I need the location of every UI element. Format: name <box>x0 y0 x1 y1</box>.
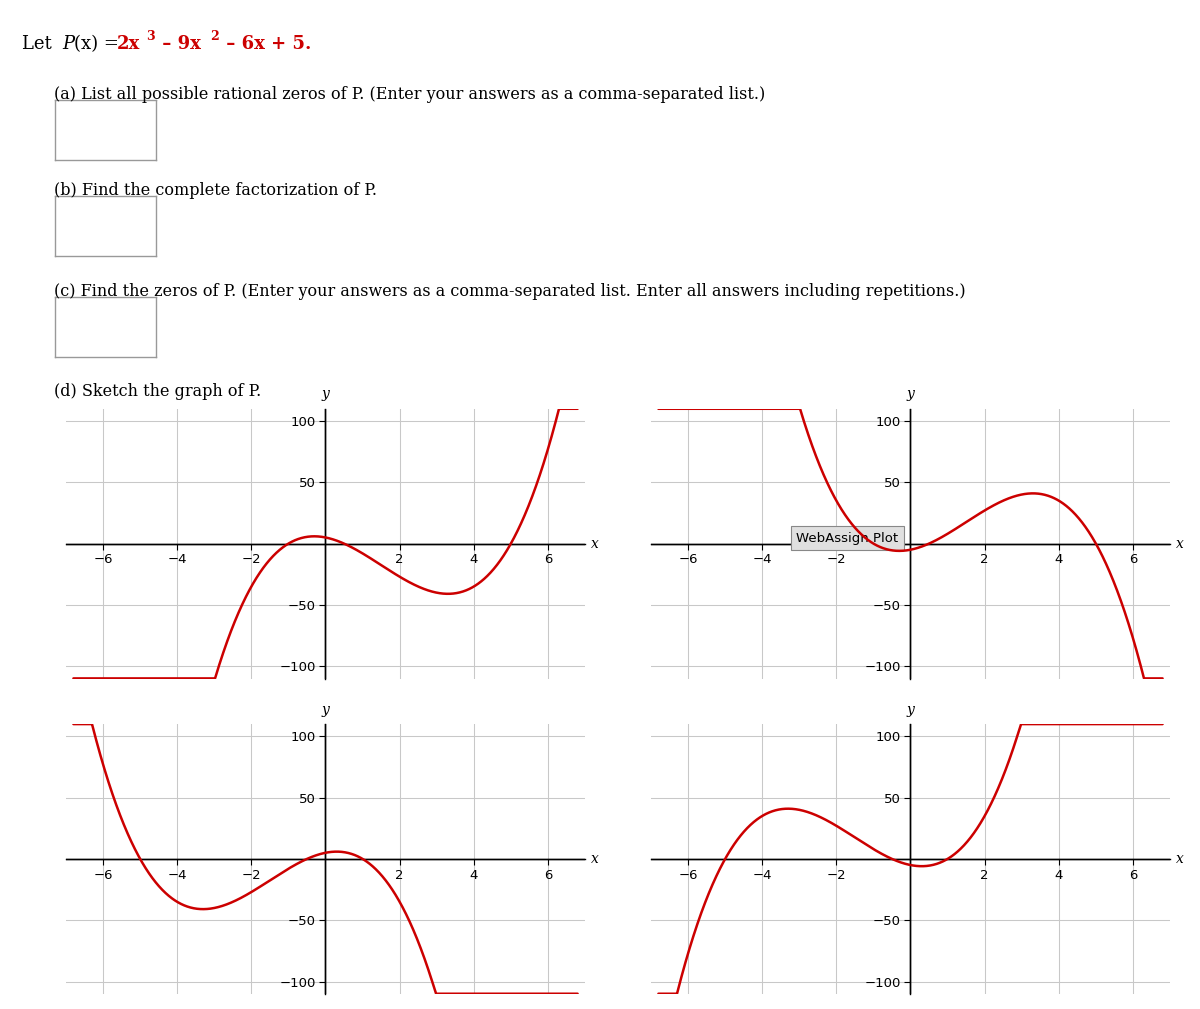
Text: (a) List all possible rational zeros of P. (Enter your answers as a comma-separa: (a) List all possible rational zeros of … <box>54 86 766 103</box>
Text: – 6x + 5.: – 6x + 5. <box>220 35 311 53</box>
Text: y: y <box>322 702 330 716</box>
Text: y: y <box>322 387 330 402</box>
Text: (d) Sketch the graph of P.: (d) Sketch the graph of P. <box>54 383 262 401</box>
Text: (x) =: (x) = <box>74 35 119 53</box>
Text: x: x <box>590 852 599 866</box>
Text: – 9x: – 9x <box>156 35 200 53</box>
Text: x: x <box>1176 852 1183 866</box>
Text: y: y <box>906 702 914 716</box>
Text: x: x <box>590 537 599 551</box>
Text: 3: 3 <box>146 30 155 43</box>
Text: WebAssign Plot: WebAssign Plot <box>797 532 899 545</box>
Text: Let: Let <box>22 35 62 53</box>
Text: 2: 2 <box>210 30 218 43</box>
Text: P: P <box>62 35 74 53</box>
Text: (c) Find the zeros of P. (Enter your answers as a comma-separated list. Enter al: (c) Find the zeros of P. (Enter your ans… <box>54 283 966 300</box>
Text: 2x: 2x <box>116 35 139 53</box>
Text: (b) Find the complete factorization of P.: (b) Find the complete factorization of P… <box>54 182 377 199</box>
Text: y: y <box>906 387 914 402</box>
Text: x: x <box>1176 537 1183 551</box>
